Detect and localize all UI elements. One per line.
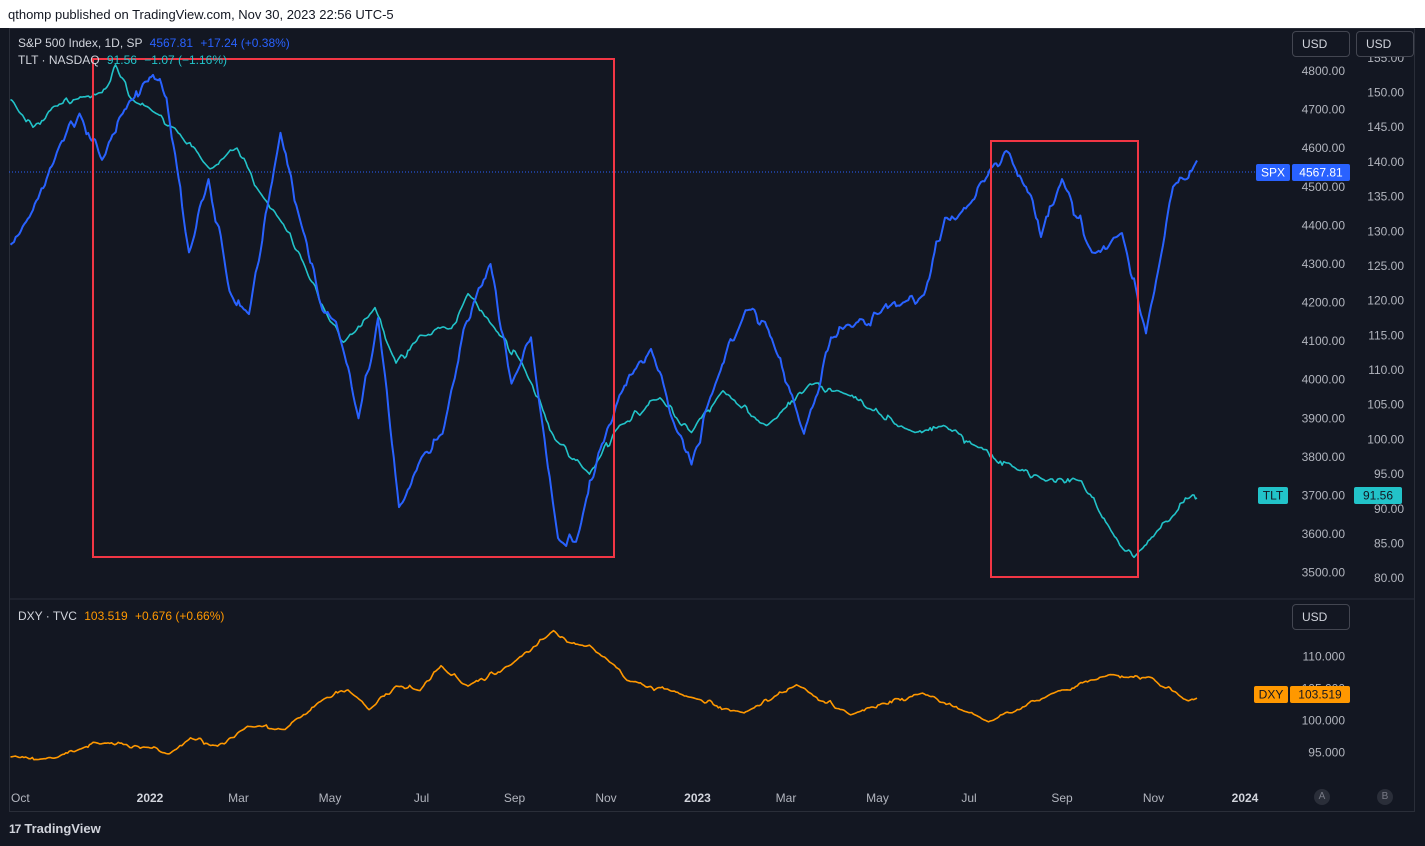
spx-axis-tick-label: 4800.00 xyxy=(1302,64,1346,78)
dxy-legend-change: +0.676 (+0.66%) xyxy=(134,609,225,623)
tlt-axis-tick-label: 135.00 xyxy=(1367,190,1404,204)
time-axis-tick-label: Nov xyxy=(595,791,616,805)
time-axis-tick-label: 2023 xyxy=(684,791,711,805)
time-axis-tick-label: Nov xyxy=(1143,791,1164,805)
publisher-text: qthomp published on TradingView.com, Nov… xyxy=(8,7,394,22)
tlt-axis-tick-label: 145.00 xyxy=(1367,120,1404,134)
spx-legend-change: +17.24 (+0.38%) xyxy=(200,36,290,50)
time-axis-tick-label: Mar xyxy=(776,791,797,805)
tlt-axis-tick-label: 120.00 xyxy=(1367,294,1404,308)
spx-axis-tick-label: 4200.00 xyxy=(1302,296,1346,310)
spx-axis-tick-label: 4600.00 xyxy=(1302,141,1346,155)
dxy-axis-tick-label: 100.000 xyxy=(1302,714,1346,728)
tlt-axis-tick-label: 85.00 xyxy=(1374,536,1404,550)
time-axis-tick-label: Oct xyxy=(11,791,30,805)
tlt-axis-tick-label: 105.00 xyxy=(1367,398,1404,412)
chart-frame xyxy=(9,28,1415,812)
spx-axis-tick-label: 4300.00 xyxy=(1302,257,1346,271)
spx-axis-tick-label: 3700.00 xyxy=(1302,489,1346,503)
spx-axis-tick-label: 4500.00 xyxy=(1302,180,1346,194)
highlight-box-2022 xyxy=(92,58,615,558)
tlt-tag-label: TLT xyxy=(1263,489,1284,503)
tlt-axis-tick-label: 100.00 xyxy=(1367,432,1404,446)
time-axis-tick-label: May xyxy=(319,791,342,805)
dxy-legend-last: 103.519 xyxy=(84,609,128,623)
time-axis-tick-label: May xyxy=(866,791,889,805)
tlt-series-line xyxy=(10,64,1198,559)
dxy-series-line xyxy=(10,629,1198,761)
auto-scale-button[interactable]: A xyxy=(1314,789,1330,805)
time-axis-tick-label: Sep xyxy=(1051,791,1073,805)
spx-axis-tick-label: 4000.00 xyxy=(1302,373,1346,387)
tlt-legend-change: −1.07 (−1.16%) xyxy=(144,53,228,67)
tradingview-logo-icon: 17 xyxy=(9,822,21,836)
spx-axis-tick-label: 3500.00 xyxy=(1302,566,1346,580)
publisher-header: qthomp published on TradingView.com, Nov… xyxy=(0,0,1425,28)
spx-axis-tick-label: 4100.00 xyxy=(1302,334,1346,348)
tlt-axis-tick-label: 110.00 xyxy=(1368,363,1404,377)
tlt-axis-tick-label: 80.00 xyxy=(1374,571,1404,585)
tlt-axis-tick-label: 90.00 xyxy=(1374,502,1404,516)
spx-tag-value: 4567.81 xyxy=(1299,166,1343,180)
time-axis-tick-label: Jul xyxy=(961,791,976,805)
spx-legend-name: S&P 500 Index, 1D, SP xyxy=(18,36,143,50)
tlt-axis-tick-label: 95.00 xyxy=(1374,467,1404,481)
time-axis-tick-label: 2024 xyxy=(1232,791,1259,805)
time-axis-tick-label: Jul xyxy=(414,791,429,805)
tlt-axis: 155.00150.00145.00140.00135.00130.00125.… xyxy=(1367,51,1404,585)
tlt-axis-tick-label: 130.00 xyxy=(1367,224,1404,238)
highlight-box-2023 xyxy=(990,140,1139,578)
spx-axis-tick-label: 4700.00 xyxy=(1302,103,1346,117)
spx-axis: 4800.00 4700.00 4600.00 4500.00 4400.00 4300.… xyxy=(1302,64,1346,580)
tlt-tag-value: 91.56 xyxy=(1363,489,1393,503)
dxy-axis-tick-label: 95.000 xyxy=(1308,745,1345,759)
spx-price-tag: SPX 4567.81 xyxy=(1256,164,1350,181)
tlt-axis-tick-label: 125.00 xyxy=(1367,259,1404,273)
tlt-legend-name: TLT · NASDAQ xyxy=(18,53,100,67)
spx-series-line xyxy=(9,73,1198,547)
time-axis-tick-label: 2022 xyxy=(137,791,164,805)
spx-axis-tick-label: 3600.00 xyxy=(1302,527,1346,541)
dxy-axis-tick-label: 110.000 xyxy=(1303,650,1346,664)
spx-tag-label: SPX xyxy=(1261,166,1285,180)
tradingview-logo[interactable]: 17 TradingView xyxy=(9,821,101,836)
currency-button-dxy[interactable]: USD xyxy=(1292,604,1350,630)
time-axis: Oct 2022 Mar May Jul Sep Nov 2023 Mar May Jul Sep No… xyxy=(11,791,1259,805)
dxy-price-tag: DXY 103.519 xyxy=(1254,686,1350,703)
tlt-axis-tick-label: 140.00 xyxy=(1367,155,1404,169)
spx-axis-tick-label: 4400.00 xyxy=(1302,218,1346,232)
tlt-price-tag: TLT 91.56 xyxy=(1258,487,1402,504)
dxy-tag-value: 103.519 xyxy=(1298,688,1342,702)
time-axis-tick-label: Mar xyxy=(228,791,249,805)
spx-legend-last: 4567.81 xyxy=(149,36,194,50)
tlt-legend[interactable]: TLT · NASDAQ 91.56 −1.07 (−1.16%) xyxy=(18,53,227,67)
tradingview-logo-text: TradingView xyxy=(24,821,101,836)
tlt-axis-tick-label: 115.00 xyxy=(1368,328,1404,342)
spx-axis-tick-label: 3800.00 xyxy=(1302,450,1346,464)
tlt-axis-tick-label: 150.00 xyxy=(1367,86,1404,100)
dxy-legend-name: DXY · TVC xyxy=(18,609,77,623)
log-scale-button[interactable]: B xyxy=(1377,789,1393,805)
currency-button-tlt[interactable]: USD xyxy=(1356,31,1414,57)
tlt-legend-last: 91.56 xyxy=(106,53,137,67)
spx-axis-tick-label: 3900.00 xyxy=(1302,411,1346,425)
footer-bar xyxy=(0,812,1425,846)
time-axis-tick-label: Sep xyxy=(504,791,526,805)
dxy-tag-label: DXY xyxy=(1259,688,1284,702)
dxy-legend[interactable]: DXY · TVC 103.519 +0.676 (+0.66%) xyxy=(18,609,224,623)
spx-legend[interactable]: S&P 500 Index, 1D, SP 4567.81 +17.24 (+0… xyxy=(18,36,290,50)
currency-button-spx[interactable]: USD xyxy=(1292,31,1350,57)
